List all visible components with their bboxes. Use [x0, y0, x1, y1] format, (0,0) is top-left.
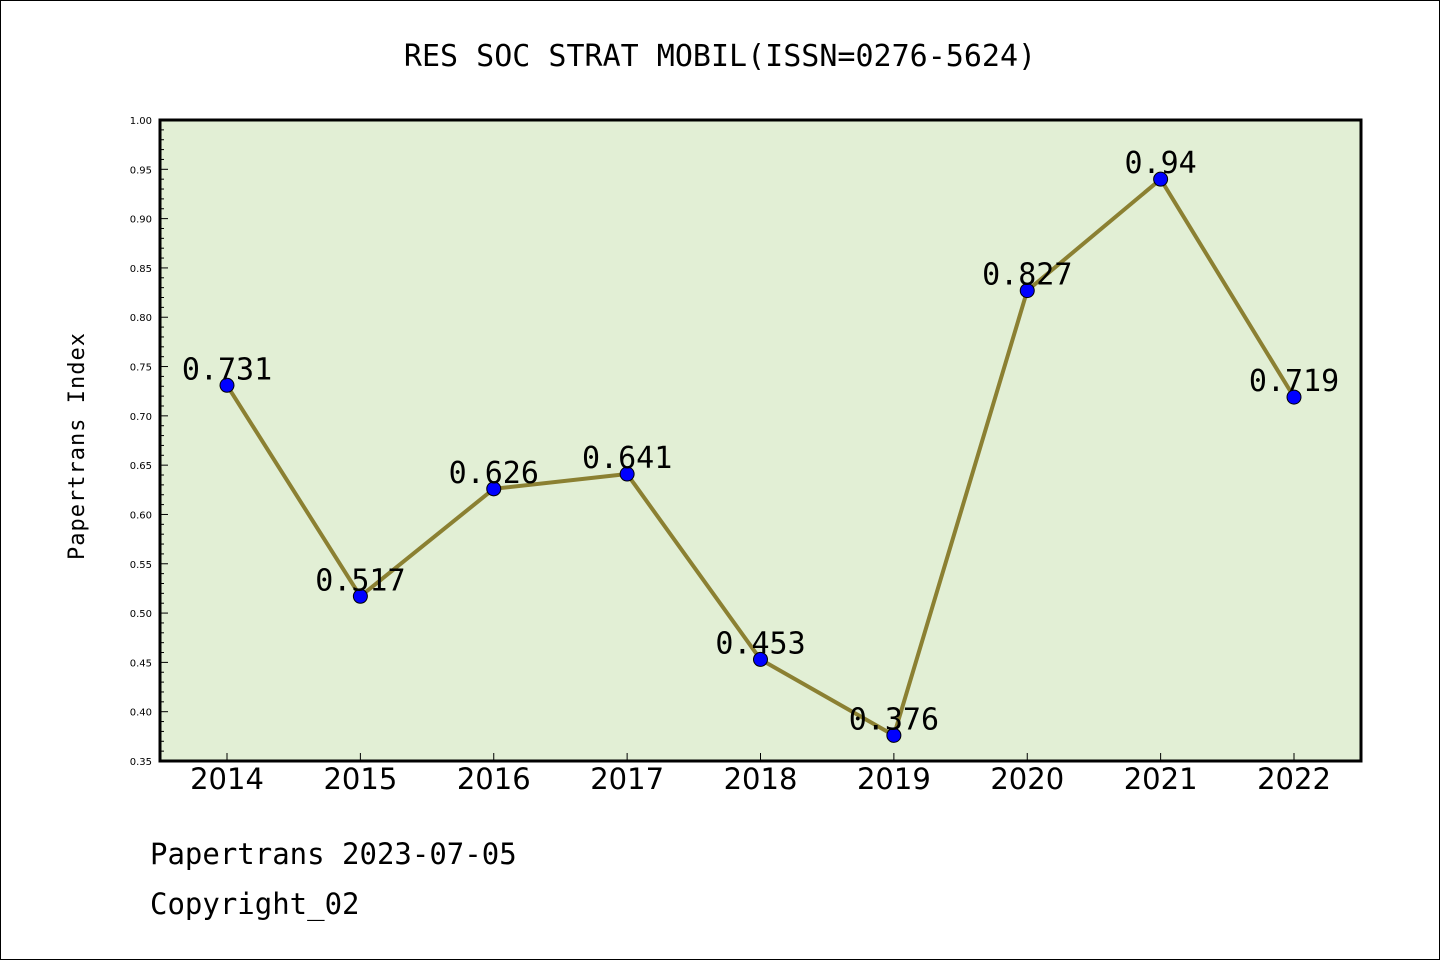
data-label: 0.731 [182, 352, 272, 387]
x-tick-label: 2018 [724, 762, 798, 796]
y-tick-label: 0.80 [130, 313, 152, 324]
y-tick-label: 0.40 [130, 708, 152, 719]
data-label: 0.719 [1249, 364, 1339, 399]
footer-copyright: Copyright_02 [150, 887, 360, 922]
data-point [1153, 171, 1169, 187]
x-tick-label: 2021 [1124, 762, 1198, 796]
footer-date: Papertrans 2023-07-05 [150, 837, 517, 871]
y-tick-label: 0.55 [130, 560, 152, 571]
data-point [886, 727, 902, 743]
x-tick-label: 2020 [990, 762, 1064, 796]
data-label: 0.641 [582, 441, 672, 476]
y-tick-label: 0.50 [130, 609, 152, 620]
y-tick-label: 0.45 [130, 658, 152, 669]
data-label: 0.94 [1125, 146, 1197, 181]
y-tick-label: 0.35 [130, 757, 152, 768]
chart-title: RES SOC STRAT MOBIL(ISSN=0276-5624) [404, 39, 1036, 74]
y-axis-label: Papertrans Index [65, 332, 90, 560]
data-point [352, 588, 368, 604]
data-point [219, 377, 235, 393]
y-tick-label: 0.60 [130, 510, 152, 521]
plot-border [158, 118, 1363, 763]
y-tick-label: 1.00 [130, 116, 152, 127]
data-label: 0.376 [849, 702, 939, 737]
x-tick-label: 2022 [1257, 762, 1331, 796]
data-label: 0.626 [449, 456, 539, 491]
y-tick-label: 0.85 [130, 264, 152, 275]
y-tick-label: 0.90 [130, 215, 152, 226]
x-tick-label: 2016 [457, 762, 531, 796]
data-label: 0.517 [315, 563, 405, 598]
data-point [486, 481, 502, 497]
data-point [1286, 389, 1302, 405]
data-label: 0.453 [715, 626, 805, 661]
data-label: 0.827 [982, 258, 1072, 293]
x-axis: 2014 2015 2016 2017 2018 2019 2020 2021 2022 [190, 753, 1331, 796]
data-point [753, 651, 768, 667]
y-tick-label: 0.75 [130, 363, 152, 374]
data-point [1019, 283, 1035, 299]
x-tick-label: 2014 [190, 762, 264, 796]
y-tick-label: 0.65 [130, 461, 152, 472]
series-markers [219, 171, 1302, 743]
x-tick-label: 2019 [857, 762, 931, 796]
data-point [619, 466, 635, 482]
data-labels: 0.731 0.517 0.626 0.641 0.453 0.376 0.827 0.94 0… [182, 146, 1339, 737]
x-tick-label: 2017 [590, 762, 664, 796]
x-tick-label: 2015 [323, 762, 397, 796]
y-tick-label: 0.95 [130, 165, 152, 176]
y-tick-label: 0.70 [130, 412, 152, 423]
